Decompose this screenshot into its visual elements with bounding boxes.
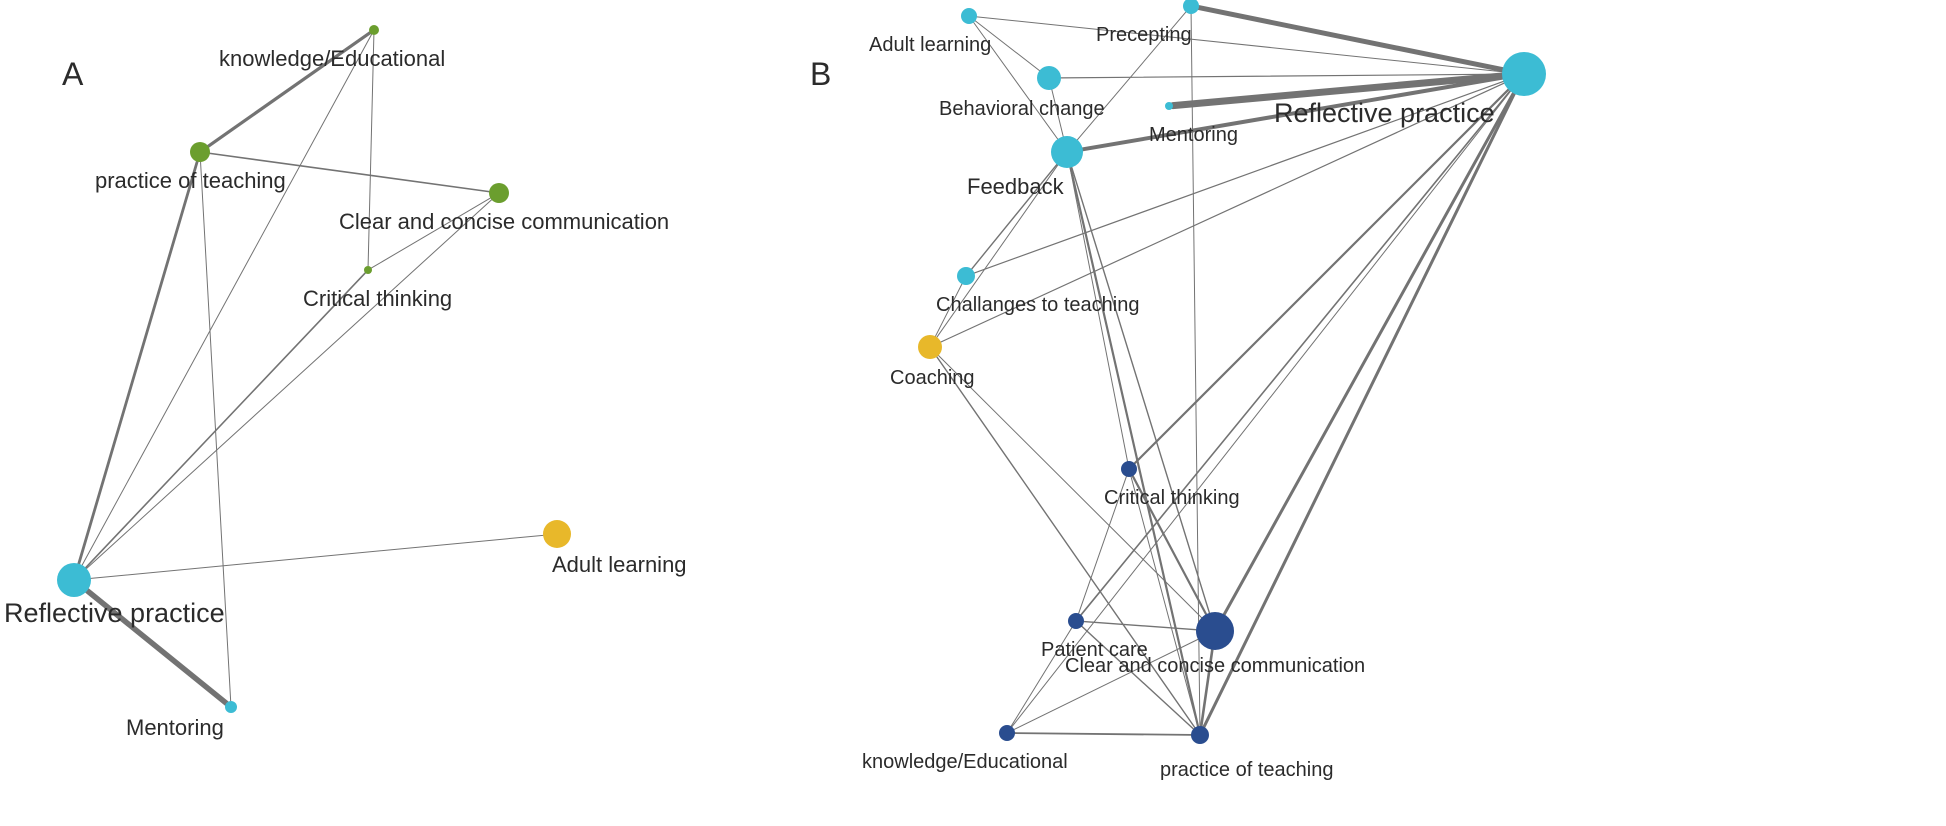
edge [1061,74,1502,78]
node-communication [489,183,509,203]
edge [210,153,489,191]
node-behavioral [1037,66,1061,90]
node-reflective2 [1502,52,1546,96]
nodes-A [57,25,571,713]
panel-label-B: B [810,56,831,93]
node-challenges [957,267,975,285]
edge [1082,626,1193,728]
edge [82,34,371,565]
edge [1011,628,1072,726]
panel-label-A: A [62,56,83,93]
node-knowledge2 [999,725,1015,741]
edge [87,200,492,569]
node-practice [190,142,210,162]
node-communication2 [1196,612,1234,650]
node-adult [543,520,571,548]
edge [371,198,490,268]
edge [201,162,231,701]
edge [91,535,543,578]
edge [1081,91,1510,615]
edge [1191,14,1200,726]
edge [1135,90,1509,464]
edge [937,165,1058,337]
network-svg [0,0,1946,826]
edge [1014,639,1198,729]
nodes-B [918,0,1546,744]
edge [79,162,197,564]
edge [941,83,1504,342]
edge [208,33,370,146]
edge [1072,167,1210,613]
edge [1070,168,1127,461]
edge [1224,93,1513,614]
edge [1204,94,1514,727]
node-feedback [1051,136,1083,168]
edge [1133,476,1206,614]
edge [1077,12,1185,140]
edge [368,35,374,266]
edge [1173,76,1502,106]
edge [1199,8,1503,70]
node-mentoring2 [1165,102,1173,110]
edge [972,164,1057,269]
node-critical2 [1121,461,1137,477]
edge [974,81,1503,272]
node-reflective [57,563,91,597]
node-knowledge [369,25,379,35]
edge [1015,733,1191,735]
edge [87,591,226,704]
edge [1084,622,1196,630]
node-critical [364,266,372,274]
edge [1052,90,1063,137]
node-patient [1068,613,1084,629]
edge [86,273,366,568]
edge [935,284,962,336]
edge [1079,477,1127,614]
edge [977,17,1502,72]
node-practice2 [1191,726,1209,744]
edge [975,21,1039,71]
node-mentoring [225,701,237,713]
node-adult2 [961,8,977,24]
edge [1071,168,1198,727]
node-coaching [918,335,942,359]
edge [939,355,1202,617]
edges-A [79,33,543,703]
